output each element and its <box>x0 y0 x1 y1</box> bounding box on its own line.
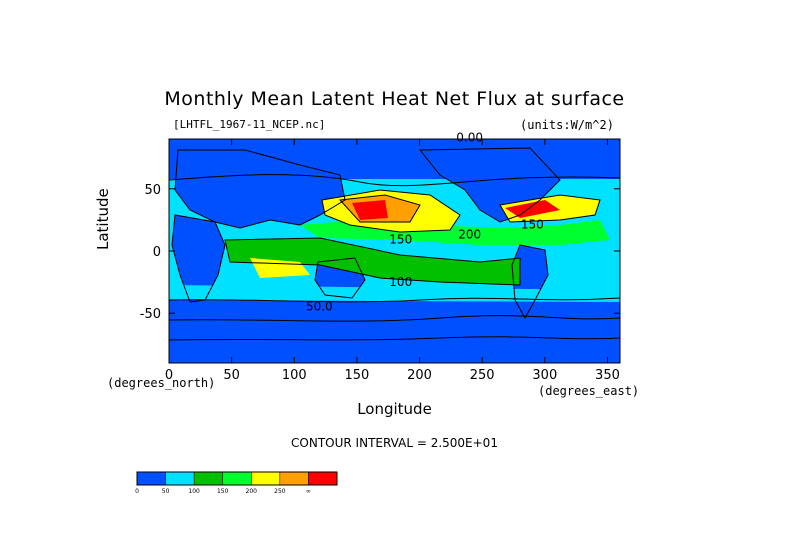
colorbar-tick-label: ∞ <box>306 488 311 495</box>
x-tick-label: 150 <box>345 368 370 383</box>
y-axis-label: Latitude <box>94 188 112 250</box>
colorbar-swatch <box>308 471 338 486</box>
x-tick-label: 50 <box>223 368 240 383</box>
x-tick-label: 250 <box>470 368 495 383</box>
contour-label: 200 <box>458 228 481 242</box>
y-axis-unit: (degrees_north) <box>107 376 216 390</box>
axes: 0 50 100 150 200 250 300 350 -50 0 50 <box>140 139 620 383</box>
chart-title: Monthly Mean Latent Heat Net Flux at sur… <box>164 88 625 110</box>
colorbar-swatch <box>251 471 281 486</box>
contour-lines <box>169 147 620 341</box>
colorbar: 0 50 100 150 200 250 ∞ <box>135 471 338 495</box>
eurasia-region <box>175 150 345 228</box>
contour-label: 100 <box>389 275 412 289</box>
colorbar-tick-label: 150 <box>217 488 229 495</box>
y-tick-label: 50 <box>144 183 161 198</box>
colorbar-tick-label: 200 <box>246 488 258 495</box>
africa-region <box>172 215 225 302</box>
colorbar-swatch <box>136 471 166 486</box>
contour-label: 50.0 <box>306 300 333 314</box>
dataset-label: [LHTFL_1967-11_NCEP.nc] <box>173 118 326 131</box>
contour-interval: CONTOUR INTERVAL = 2.500E+01 <box>291 436 498 450</box>
contour-label: 150 <box>389 233 412 247</box>
southern-midlat-band <box>169 285 620 302</box>
x-tick-label: 200 <box>407 368 432 383</box>
colorbar-swatch <box>222 471 252 486</box>
flux-field <box>169 139 620 363</box>
contour-label: 0.00 <box>456 130 483 144</box>
units-label: (units:W/m^2) <box>520 118 614 132</box>
y-tick-label: 0 <box>153 245 161 260</box>
kuroshio-red <box>352 200 388 220</box>
tropical-band-south <box>225 238 520 285</box>
x-tick-label: 350 <box>595 368 620 383</box>
colorbar-tick-label: 250 <box>274 488 286 495</box>
x-tick-label: 300 <box>532 368 557 383</box>
contour-label: 150 <box>521 218 544 232</box>
x-axis-unit: (degrees_east) <box>538 384 640 398</box>
x-tick-label: 100 <box>282 368 307 383</box>
x-tick-label: 0 <box>165 368 173 383</box>
x-axis-label: Longitude <box>357 400 432 418</box>
colorbar-tick-label: 50 <box>162 488 170 495</box>
southern-ocean-region <box>169 300 620 363</box>
y-tick-label: -50 <box>140 307 161 322</box>
gulf-stream-red <box>505 200 560 218</box>
colorbar-swatch <box>279 471 309 486</box>
colorbar-swatch <box>165 471 195 486</box>
colorbar-frame <box>136 471 338 486</box>
colorbar-tick-label: 0 <box>135 488 139 495</box>
contour-labels: 0.00 150 100 50.0 200 150 <box>306 130 544 313</box>
colorbar-tick-label: 100 <box>188 488 200 495</box>
colorbar-swatch <box>193 471 223 486</box>
